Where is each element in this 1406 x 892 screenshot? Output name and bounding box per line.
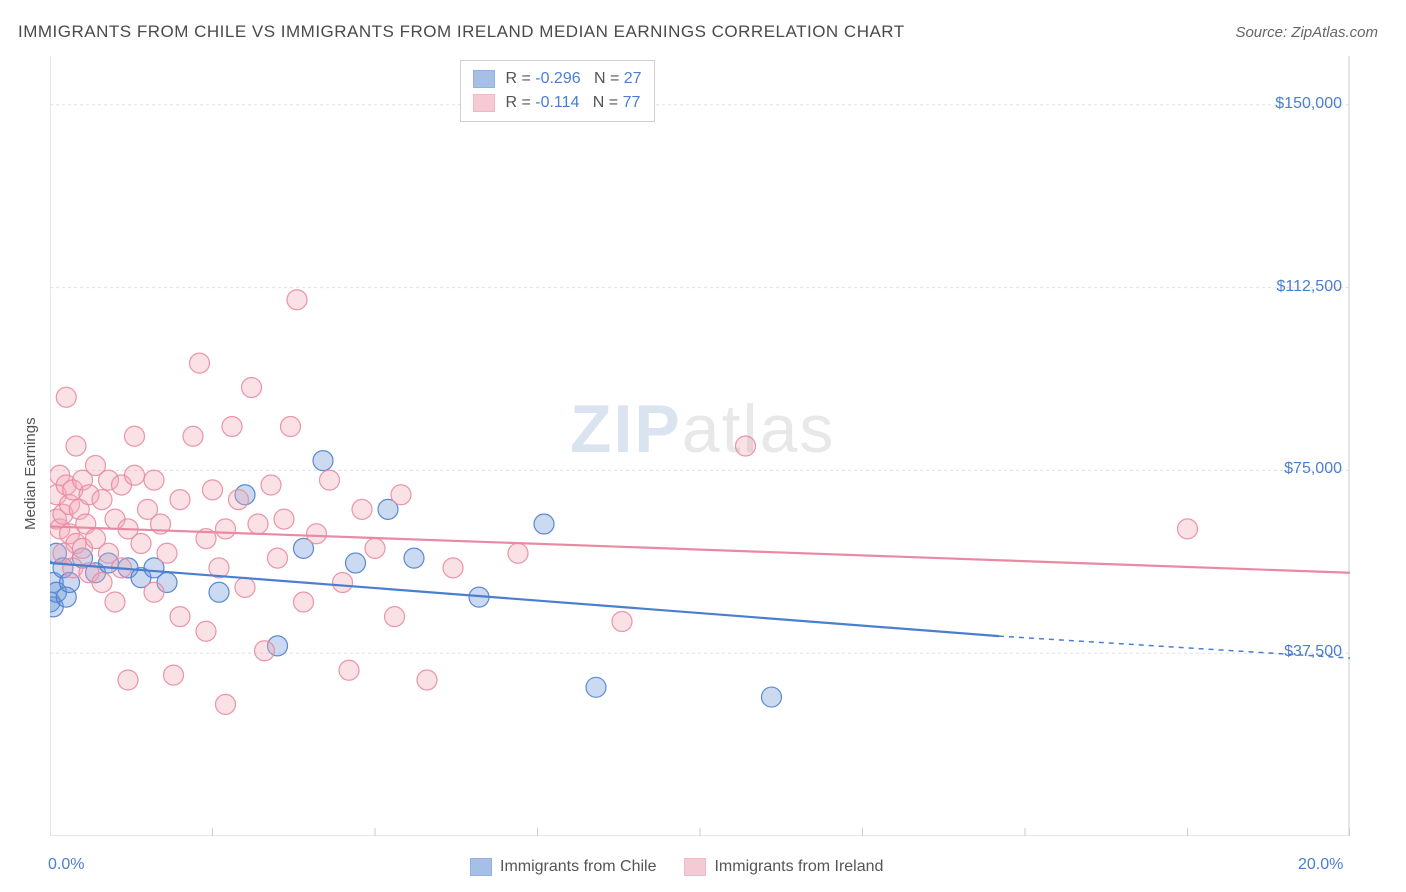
correlation-legend: R = -0.296 N = 27 R = -0.114 N = 77 bbox=[460, 60, 655, 122]
chart-container: IMMIGRANTS FROM CHILE VS IMMIGRANTS FROM… bbox=[0, 0, 1406, 892]
chart-title: IMMIGRANTS FROM CHILE VS IMMIGRANTS FROM… bbox=[18, 22, 905, 42]
x-tick-label: 0.0% bbox=[48, 856, 84, 874]
y-axis-label: Median Earnings bbox=[22, 417, 39, 530]
series-legend-item: Immigrants from Ireland bbox=[684, 858, 883, 876]
y-tick-label: $150,000 bbox=[1275, 95, 1342, 113]
correlation-legend-row: R = -0.296 N = 27 bbox=[473, 67, 642, 91]
correlation-legend-row: R = -0.114 N = 77 bbox=[473, 91, 642, 115]
series-legend-item: Immigrants from Chile bbox=[470, 858, 656, 876]
series-legend-label: Immigrants from Ireland bbox=[714, 858, 883, 876]
legend-text: R = -0.114 N = 77 bbox=[501, 91, 640, 115]
legend-swatch bbox=[473, 94, 495, 112]
legend-swatch bbox=[470, 858, 492, 876]
legend-swatch bbox=[473, 70, 495, 88]
x-tick-label: 20.0% bbox=[1298, 856, 1343, 874]
y-tick-label: $112,500 bbox=[1276, 278, 1342, 296]
scatter-plot bbox=[50, 56, 1350, 836]
y-tick-label: $75,000 bbox=[1284, 460, 1342, 478]
series-legend-label: Immigrants from Chile bbox=[500, 858, 656, 876]
legend-swatch bbox=[684, 858, 706, 876]
source-label: Source: ZipAtlas.com bbox=[1235, 24, 1378, 41]
y-tick-label: $37,500 bbox=[1284, 643, 1342, 661]
series-legend: Immigrants from Chile Immigrants from Ire… bbox=[470, 858, 883, 876]
legend-text: R = -0.296 N = 27 bbox=[501, 67, 642, 91]
